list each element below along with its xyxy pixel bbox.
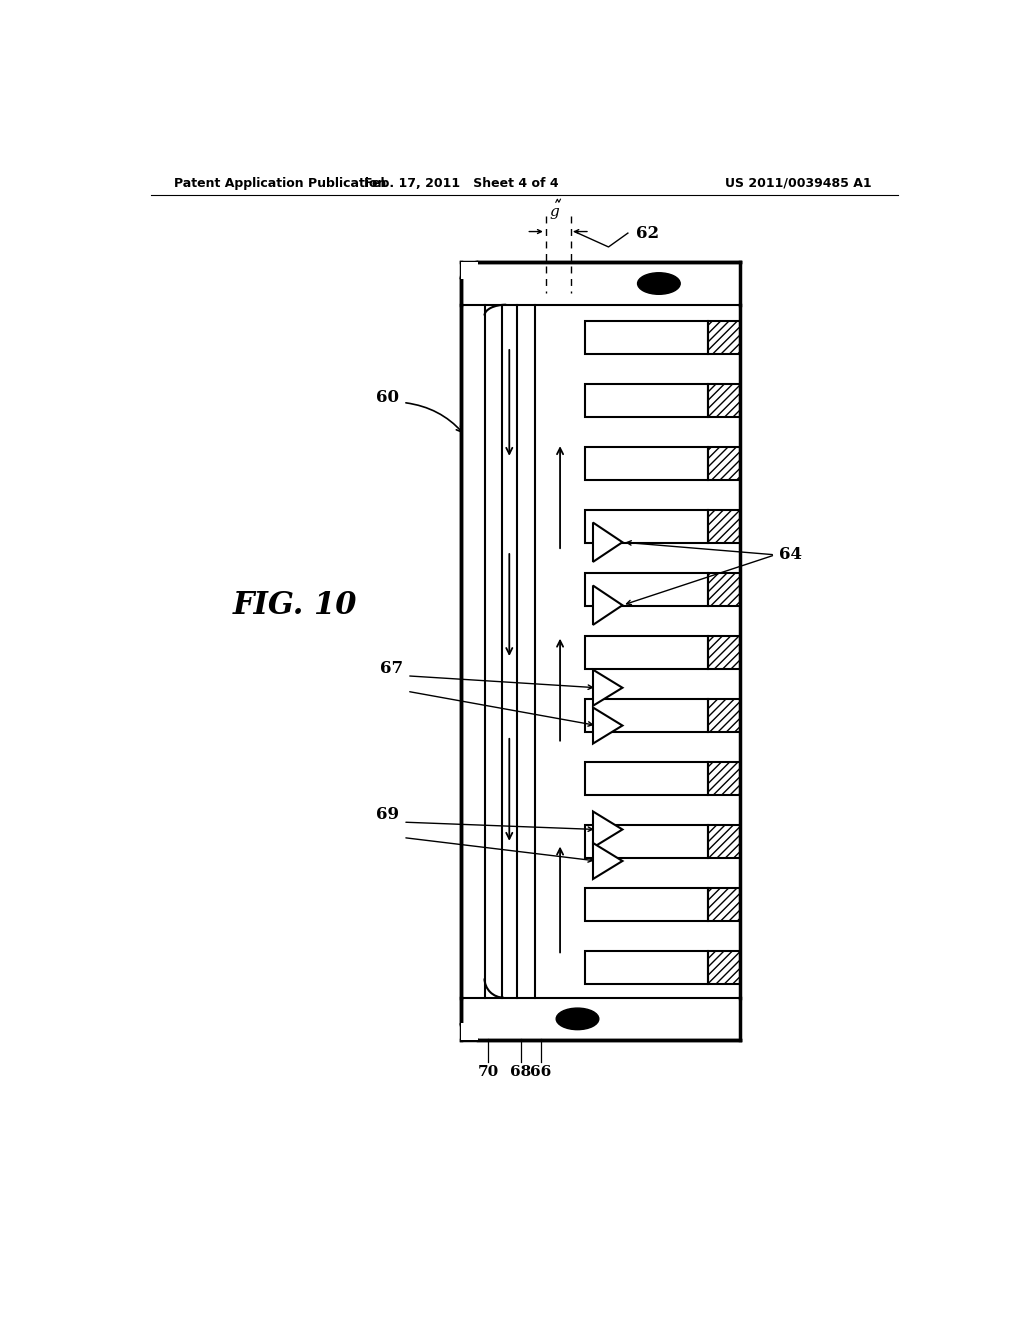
- Text: 68: 68: [510, 1065, 531, 1078]
- Bar: [708, 763, 740, 795]
- Bar: [708, 447, 740, 480]
- Polygon shape: [593, 812, 623, 847]
- Bar: [708, 573, 740, 606]
- Text: 60: 60: [376, 388, 399, 405]
- Bar: [586, 952, 708, 985]
- Bar: [586, 888, 708, 921]
- Text: 69: 69: [376, 807, 399, 822]
- Bar: [708, 321, 740, 354]
- Bar: [708, 888, 740, 921]
- Bar: [708, 952, 740, 985]
- Bar: [586, 763, 708, 795]
- Text: Patent Application Publication: Patent Application Publication: [174, 177, 387, 190]
- Bar: [586, 825, 708, 858]
- Bar: [461, 1023, 478, 1040]
- Polygon shape: [593, 843, 623, 879]
- Polygon shape: [593, 523, 623, 562]
- Ellipse shape: [556, 1008, 599, 1030]
- Bar: [708, 636, 740, 669]
- Bar: [586, 447, 708, 480]
- Text: Feb. 17, 2011   Sheet 4 of 4: Feb. 17, 2011 Sheet 4 of 4: [364, 177, 558, 190]
- Polygon shape: [593, 708, 623, 743]
- Bar: [586, 384, 708, 417]
- Polygon shape: [593, 586, 623, 624]
- Text: 66: 66: [530, 1065, 552, 1078]
- Bar: [586, 573, 708, 606]
- Bar: [708, 384, 740, 417]
- Bar: [586, 511, 708, 543]
- Bar: [586, 636, 708, 669]
- Ellipse shape: [638, 273, 680, 294]
- Text: 62: 62: [636, 224, 658, 242]
- Text: 64: 64: [779, 546, 802, 564]
- Bar: [708, 700, 740, 733]
- Bar: [586, 700, 708, 733]
- Text: FIG. 10: FIG. 10: [232, 590, 357, 620]
- Bar: [708, 825, 740, 858]
- Bar: [461, 263, 478, 280]
- Text: US 2011/0039485 A1: US 2011/0039485 A1: [725, 177, 872, 190]
- Text: 67: 67: [380, 660, 403, 677]
- Polygon shape: [593, 669, 623, 706]
- Text: g: g: [549, 206, 559, 219]
- Text: 70: 70: [478, 1065, 499, 1078]
- Bar: [586, 321, 708, 354]
- Bar: [708, 511, 740, 543]
